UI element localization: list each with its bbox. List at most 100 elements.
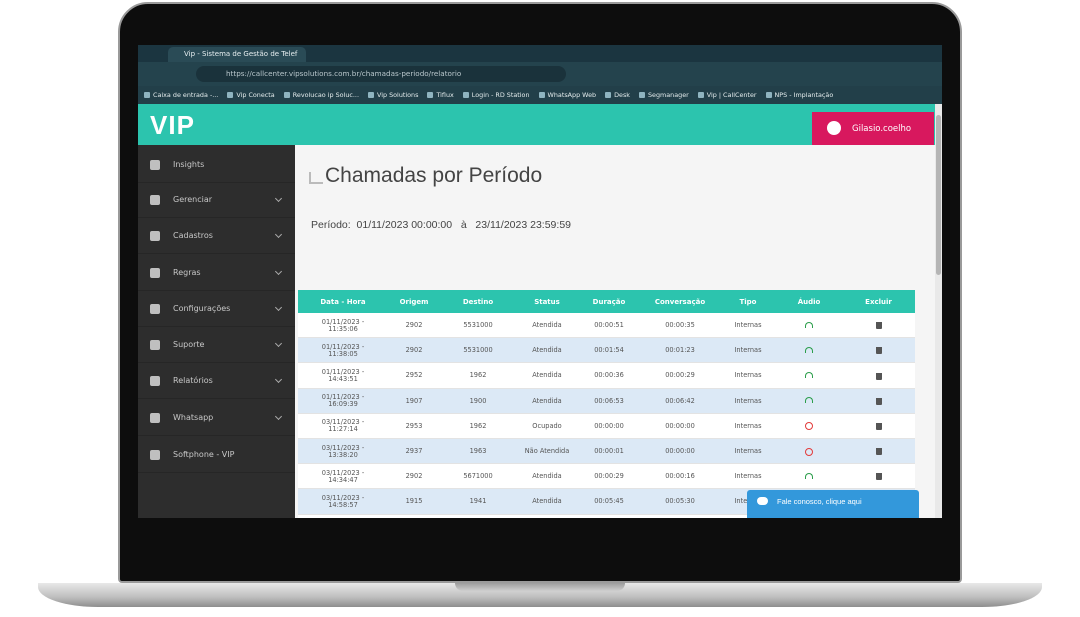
- scroll-thumb[interactable]: [936, 115, 941, 275]
- table-cell: 01/11/2023 - 11:35:06: [321, 317, 365, 333]
- sidebar-icon: [150, 413, 160, 423]
- audio-play-icon[interactable]: [805, 397, 813, 404]
- bookmark[interactable]: Login - RD Station: [462, 86, 530, 104]
- chat-widget[interactable]: Fale conosco, clique aqui: [747, 490, 919, 518]
- address-bar: https://callcenter.vipsolutions.com.br/c…: [138, 62, 942, 86]
- sidebar-item[interactable]: Whatsapp: [138, 400, 295, 436]
- table-cell: Atendida: [532, 346, 562, 355]
- table-cell: 00:00:00: [665, 421, 695, 430]
- sidebar-label: Softphone - VIP: [173, 450, 235, 459]
- bookmark[interactable]: Desk: [605, 86, 630, 104]
- table-cell: Internas: [734, 472, 762, 481]
- table-cell: 2953: [405, 421, 423, 430]
- delete-icon[interactable]: [875, 347, 882, 355]
- audio-play-icon[interactable]: [805, 346, 813, 353]
- table-cell: 00:00:35: [665, 321, 695, 330]
- delete-icon[interactable]: [875, 372, 882, 380]
- table-cell: 03/11/2023 - 17:07:14: [318, 515, 368, 518]
- sidebar-item[interactable]: Relatórios: [138, 363, 295, 399]
- bookmark[interactable]: WhatsApp Web: [538, 86, 596, 104]
- table-cell: 03/11/2023 - 13:38:20: [321, 443, 365, 459]
- column-header[interactable]: Excluir: [865, 297, 892, 306]
- table-cell: Não Atendida: [524, 447, 570, 456]
- table-cell: 5531000: [463, 321, 493, 330]
- table-cell: 5531000: [463, 346, 493, 355]
- sidebar-label: Relatórios: [173, 376, 213, 385]
- table-cell: Atendida: [532, 321, 562, 330]
- column-header[interactable]: Origem: [399, 297, 429, 306]
- tab-bar: Vip - Sistema de Gestão de Telef: [138, 45, 942, 62]
- sidebar-item[interactable]: Configurações: [138, 291, 295, 327]
- table-cell: 2937: [405, 447, 423, 456]
- delete-icon[interactable]: [875, 397, 882, 405]
- column-header[interactable]: Duração: [592, 297, 626, 306]
- sidebar-item[interactable]: Softphone - VIP: [138, 437, 295, 473]
- column-header[interactable]: Data - Hora: [320, 297, 366, 306]
- table-cell: Internas: [734, 321, 762, 330]
- audio-play-icon[interactable]: [805, 472, 813, 479]
- table-cell: Ocupado: [532, 421, 562, 430]
- audio-play-icon[interactable]: [805, 372, 813, 378]
- table-cell: 01/11/2023 - 16:09:39: [321, 393, 365, 409]
- table-cell: 1902: [440, 515, 516, 518]
- column-header[interactable]: Tipo: [739, 297, 757, 306]
- table-cell: 00:00:29: [594, 472, 624, 481]
- bookmark[interactable]: Tiflux: [427, 86, 454, 104]
- table-cell: 1907: [405, 396, 423, 405]
- table-cell: 1962: [469, 421, 487, 430]
- user-menu[interactable]: Gilasio.coelho: [812, 112, 934, 146]
- table-row: [298, 439, 915, 465]
- sidebar-item[interactable]: Gerenciar: [138, 182, 295, 218]
- bookmark[interactable]: Vip | CallCenter: [697, 86, 757, 104]
- sidebar-item[interactable]: Cadastros: [138, 218, 295, 254]
- table-cell: 1962: [469, 371, 487, 380]
- bookmark[interactable]: Caixa de entrada -...: [144, 86, 218, 104]
- table-cell: Atendida: [516, 515, 578, 518]
- table-cell: Internas: [734, 346, 762, 355]
- sidebar-icon: [150, 231, 160, 241]
- table-cell: 00:00:00: [594, 421, 624, 430]
- delete-icon[interactable]: [875, 473, 882, 481]
- sidebar-item[interactable]: Suporte: [138, 327, 295, 363]
- sidebar-item[interactable]: Regras: [138, 255, 295, 291]
- audio-play-icon[interactable]: [805, 321, 813, 328]
- period: Período: 01/11/2023 00:00:00 à 23/11/202…: [311, 219, 571, 231]
- table-cell: 2962: [388, 515, 440, 518]
- title-icon: [309, 172, 323, 184]
- table-cell: 00:00:01: [594, 447, 624, 456]
- sidebar-label: Insights: [173, 160, 205, 169]
- table-cell: Atendida: [532, 396, 562, 405]
- bookmark[interactable]: Segmanager: [639, 86, 689, 104]
- bookmark[interactable]: Revolucao ip Soluc...: [283, 86, 359, 104]
- bookmark[interactable]: Vip Solutions: [367, 86, 418, 104]
- browser-tab[interactable]: Vip - Sistema de Gestão de Telef: [168, 47, 306, 62]
- url[interactable]: https://callcenter.vipsolutions.com.br/c…: [196, 66, 566, 82]
- table-cell: 00:00:16: [665, 472, 695, 481]
- audio-unavailable-icon: [805, 447, 813, 456]
- delete-icon[interactable]: [875, 422, 882, 430]
- table-cell: 00:01:23: [665, 346, 695, 355]
- table-cell: 00:00:36: [594, 371, 624, 380]
- column-header[interactable]: Status: [534, 297, 560, 306]
- column-header[interactable]: Destino: [462, 297, 494, 306]
- table-cell: 5671000: [463, 472, 493, 481]
- table-cell: 03/11/2023 - 11:27:14: [321, 418, 365, 434]
- bookmark[interactable]: NPS - Implantação: [765, 86, 833, 104]
- table-cell: 00:01:54: [594, 346, 624, 355]
- table-cell: 00:02:13: [640, 515, 720, 518]
- app-header: VIP: [138, 104, 935, 145]
- sidebar-label: Suporte: [173, 340, 205, 349]
- column-header[interactable]: Conversação: [654, 297, 706, 306]
- scrollbar[interactable]: [935, 104, 942, 518]
- table-cell: 01/11/2023 - 11:38:05: [321, 342, 365, 358]
- column-header[interactable]: Áudio: [797, 297, 821, 306]
- table-cell: Internas: [734, 396, 762, 405]
- delete-icon[interactable]: [875, 448, 882, 456]
- sidebar-item[interactable]: Insights: [138, 147, 295, 183]
- logo[interactable]: VIP: [150, 110, 195, 140]
- delete-icon[interactable]: [875, 322, 882, 330]
- bookmark[interactable]: Vip Conecta: [227, 86, 275, 104]
- content: Chamadas por Período Período: 01/11/2023…: [295, 145, 935, 518]
- sidebar-icon: [150, 160, 160, 170]
